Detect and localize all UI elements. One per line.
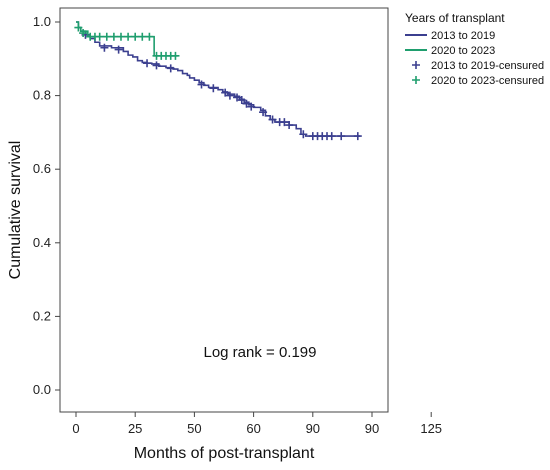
x-tick-label: 90 [365,421,379,436]
censor-mark [221,88,230,97]
y-tick-label: 0.0 [33,382,51,397]
x-tick-label: 50 [187,421,201,436]
y-tick-label: 1.0 [33,14,51,29]
y-tick-label: 0.8 [33,88,51,103]
legend-swatch-plus [412,76,420,84]
x-tick-label: 90 [306,421,320,436]
x-tick-label: 60 [246,421,260,436]
series-layer [74,21,362,141]
censor-mark [143,59,152,68]
censor-mark [171,51,180,60]
x-tick-label: 25 [128,421,142,436]
censor-mark [166,64,175,73]
legend: Years of transplant 2013 to 2019 2020 to … [405,11,544,87]
legend-label: 2013 to 2019-censured [431,60,544,72]
legend-items: 2013 to 2019 2020 to 2023 2013 to 2019-cen… [405,30,544,87]
legend-label: 2013 to 2019 [431,30,495,42]
censor-mark [116,32,125,41]
censor-mark [138,32,147,41]
legend-item: 2020 to 2023-censured [412,75,544,87]
censor-mark [209,84,218,93]
survival-curve [76,21,361,137]
y-tick-label: 0.4 [33,235,51,250]
censor-mark [109,32,118,41]
censor-mark [145,32,154,41]
series-2 [74,21,180,60]
log-rank-annotation: Log rank = 0.199 [203,344,316,361]
censor-mark [95,32,104,41]
censor-mark [197,80,206,89]
censor-mark [124,32,133,41]
censor-mark [225,91,234,100]
censor-mark [285,121,294,130]
censor-mark [152,61,161,70]
legend-swatch-plus [412,61,420,69]
axis-ticks: 0.0 0.2 0.4 0.6 0.8 1.0 0 25 50 60 90 90 125 [33,14,442,436]
censor-mark [337,132,346,141]
censor-mark [233,93,242,102]
y-tick-label: 0.6 [33,161,51,176]
x-tick-label: 0 [72,421,79,436]
legend-title: Years of transplant [405,11,505,25]
legend-item: 2013 to 2019-censured [412,60,544,72]
x-axis-title: Months of post-transplant [134,445,315,462]
censor-mark [299,130,308,139]
censor-mark [237,96,246,105]
censor-mark [242,99,251,108]
censor-mark [114,45,123,54]
censor-mark [268,115,277,124]
legend-label: 2020 to 2023-censured [431,75,544,87]
censor-mark [247,102,256,111]
censor-mark [280,118,289,127]
plot-frame [59,7,389,413]
censor-mark [327,132,336,141]
censor-mark [79,29,88,38]
y-tick-label: 0.2 [33,308,51,323]
y-axis-title: Cumulative survival [7,141,24,280]
legend-item: 2013 to 2019 [405,30,495,42]
censor-mark [131,32,140,41]
censor-mark [100,43,109,52]
censor-mark [259,108,268,117]
legend-label: 2020 to 2023 [431,45,495,57]
censor-mark [353,132,362,141]
censor-mark [74,23,83,32]
x-tick-label: 125 [420,421,442,436]
legend-item: 2020 to 2023 [405,45,495,57]
censor-mark [102,32,111,41]
series-1 [76,21,362,141]
